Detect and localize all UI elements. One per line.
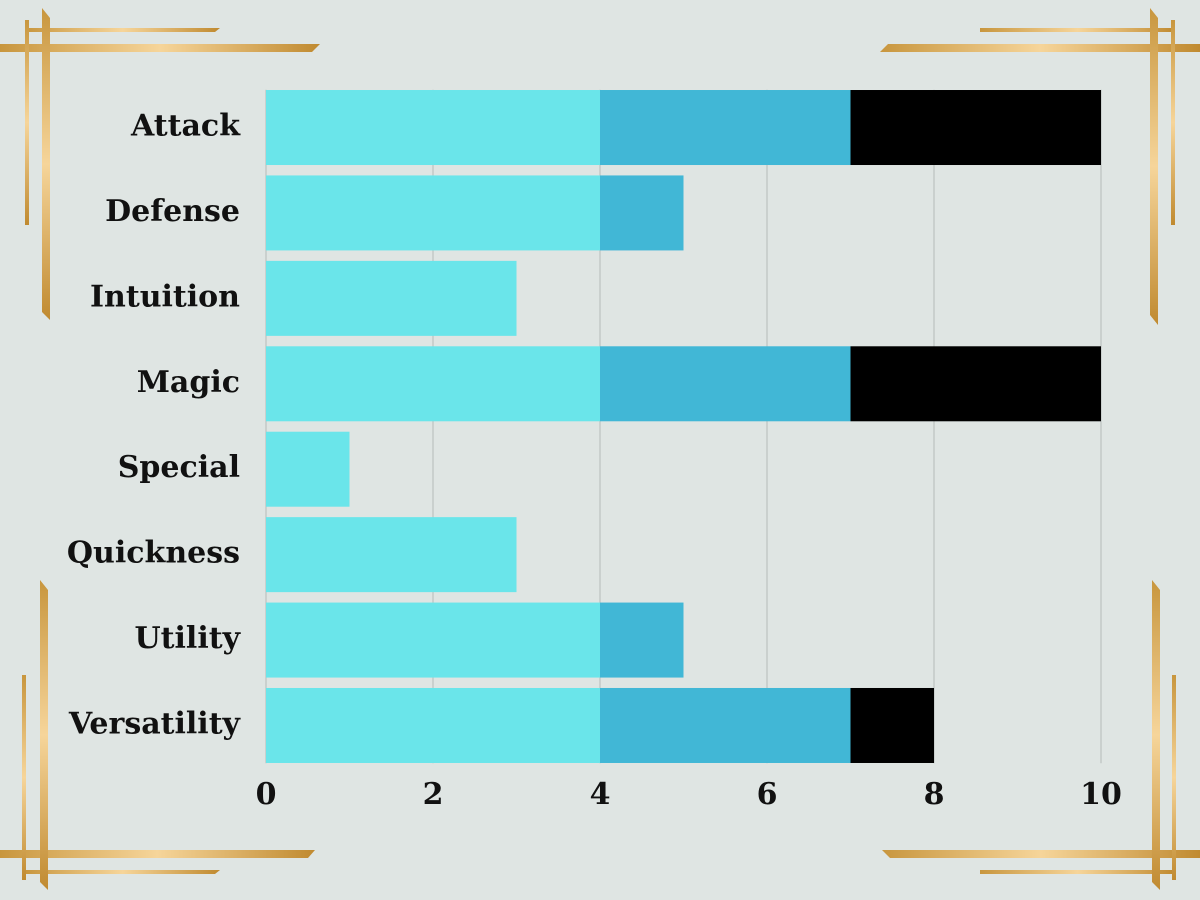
bar-segment: [850, 346, 1101, 422]
x-tick-label: 6: [757, 777, 778, 812]
bar-segment: [266, 431, 350, 507]
y-tick-label: Quickness: [67, 536, 240, 571]
bar-segment: [850, 90, 1101, 166]
x-tick-label: 8: [924, 777, 945, 812]
bar-segment: [266, 346, 600, 422]
y-tick-label: Special: [118, 450, 240, 485]
bar-segment: [266, 260, 517, 336]
bar-segment: [600, 175, 684, 251]
bar-segment: [266, 687, 600, 763]
y-tick-label: Magic: [137, 365, 240, 400]
x-tick-label: 0: [256, 777, 277, 812]
bar-segment: [600, 90, 851, 166]
bar-segment: [266, 602, 600, 678]
x-tick-label: 4: [590, 777, 611, 812]
bar-segment: [266, 175, 600, 251]
y-tick-label: Defense: [105, 194, 240, 229]
y-tick-label: Utility: [135, 621, 242, 656]
y-tick-label: Attack: [130, 109, 241, 144]
x-tick-label: 2: [423, 777, 444, 812]
bar-segment: [266, 90, 600, 166]
bar-segment: [600, 602, 684, 678]
bar-segment: [850, 687, 934, 763]
y-tick-label: Versatility: [68, 706, 242, 741]
bar-segment: [600, 687, 851, 763]
y-tick-label: Intuition: [90, 279, 240, 314]
bar-segment: [266, 517, 517, 593]
frame-decoration: [0, 8, 1200, 890]
bar-segment: [600, 346, 851, 422]
x-tick-label: 10: [1080, 777, 1122, 812]
